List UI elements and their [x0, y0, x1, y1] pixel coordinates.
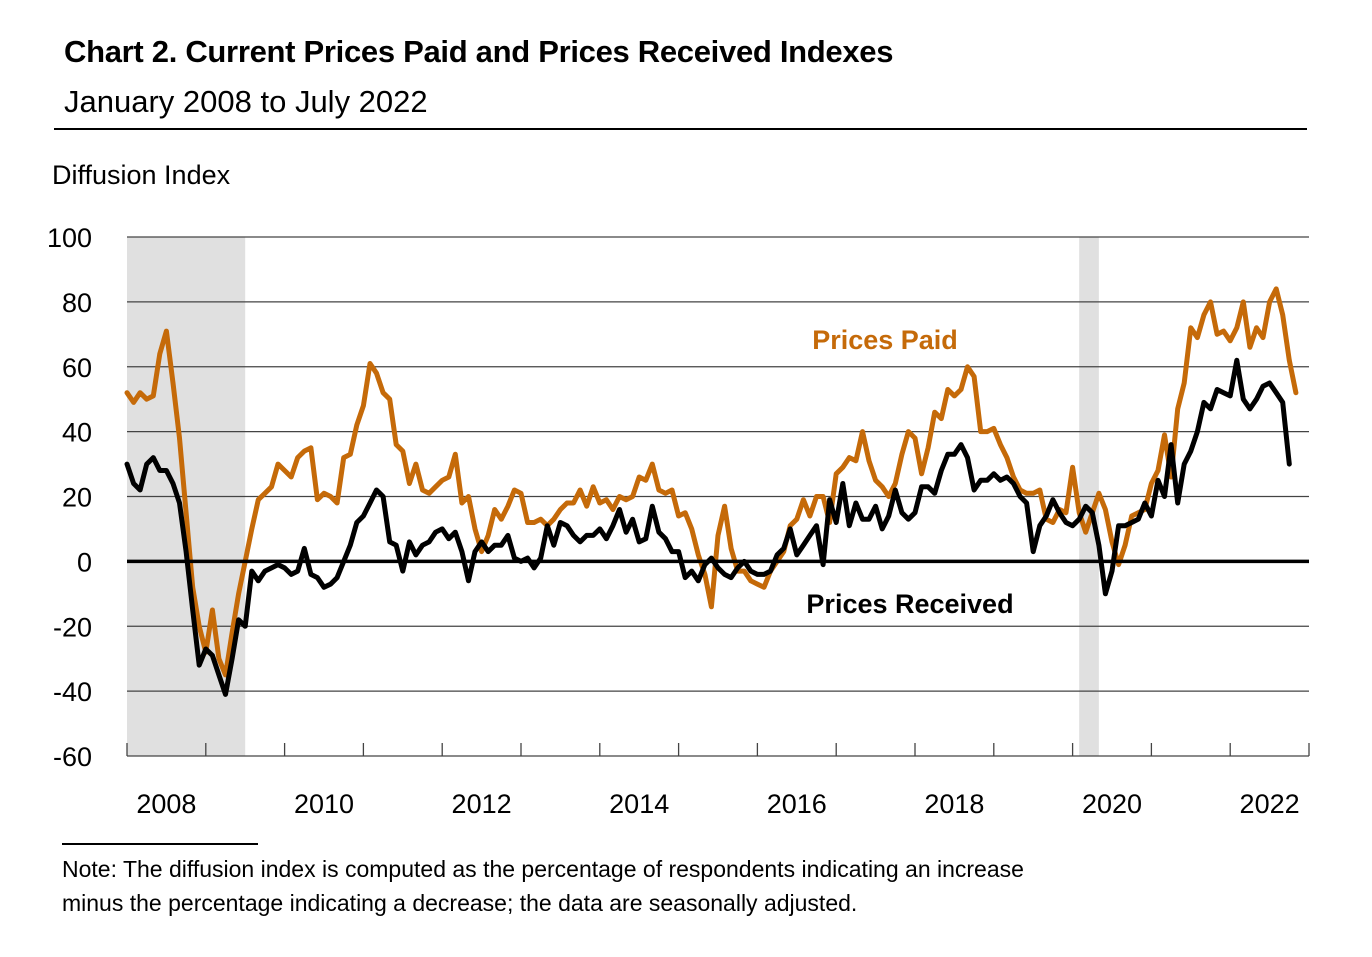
gridlines — [127, 236, 1309, 692]
prices-paid-label: Prices Paid — [812, 325, 958, 355]
footnote-divider — [62, 843, 258, 845]
x-tick-label: 2016 — [767, 789, 827, 819]
note-line-1: Note: The diffusion index is computed as… — [62, 856, 1024, 882]
prices-paid-line — [124, 286, 1299, 678]
y-tick-label: 0 — [77, 547, 92, 577]
title-divider — [54, 128, 1307, 130]
x-tick-label: 2008 — [136, 789, 196, 819]
prices-received-label: Prices Received — [806, 589, 1013, 619]
x-axis: 2008 2010 2012 2014 2016 2018 2020 2022 — [126, 743, 1310, 819]
y-tick-label: 100 — [47, 223, 92, 253]
prices-received-line — [124, 357, 1292, 697]
chart-note: Note: The diffusion index is computed as… — [62, 852, 1362, 920]
y-tick-label: -40 — [53, 677, 92, 707]
y-tick-label: 20 — [62, 483, 92, 513]
x-tick-label: 2020 — [1082, 789, 1142, 819]
series-lines — [124, 286, 1309, 697]
y-tick-label: -60 — [53, 742, 92, 772]
y-axis-label: Diffusion Index — [52, 160, 231, 190]
y-tick-label: 60 — [62, 353, 92, 383]
x-tick-label: 2018 — [924, 789, 984, 819]
y-tick-label: 40 — [62, 418, 92, 448]
y-tick-label: -20 — [53, 612, 92, 642]
y-tick-label: 80 — [62, 288, 92, 318]
chart-title: Chart 2. Current Prices Paid and Prices … — [64, 34, 894, 69]
y-axis-ticks: 100 80 60 40 20 -20 -40 -60 0 — [47, 223, 92, 772]
x-tick-label: 2022 — [1240, 789, 1300, 819]
x-tick-label: 2010 — [294, 789, 354, 819]
x-tick-label: 2012 — [452, 789, 512, 819]
x-tick-label: 2014 — [609, 789, 669, 819]
series-labels: Prices Paid Prices Received — [806, 325, 1013, 619]
note-line-2: minus the percentage indicating a decrea… — [62, 890, 858, 916]
chart-subtitle: January 2008 to July 2022 — [64, 84, 428, 119]
